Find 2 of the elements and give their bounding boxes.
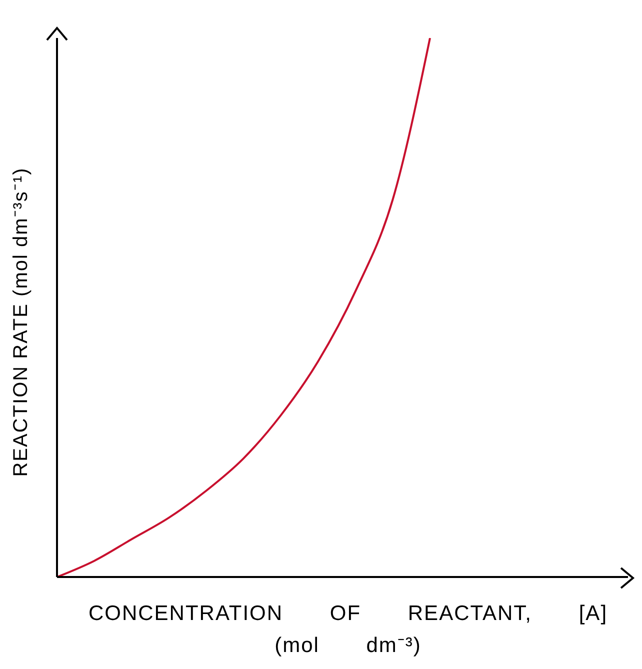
x-axis-title: CONCENTRATION OF REACTANT, [A] (mol dm⁻³) (87, 601, 609, 659)
y-axis-title: REACTION RATE (mol dm⁻³s⁻¹) (9, 166, 33, 479)
